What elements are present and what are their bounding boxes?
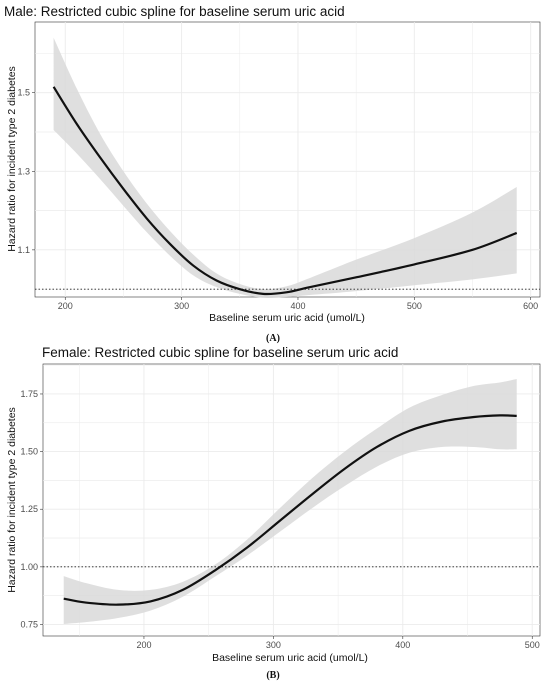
confidence-band (63, 378, 517, 625)
x-tick-label: 500 (407, 301, 422, 311)
y-axis-label: Hazard ratio for incident type 2 diabete… (6, 66, 18, 252)
y-tick-label: 1.50 (20, 447, 38, 457)
panel-label: (A) (266, 333, 280, 344)
chart-title: Female: Restricted cubic spline for base… (42, 345, 398, 360)
chart-panel-female: Female: Restricted cubic spline for base… (6, 345, 541, 681)
axis-ticks: 200 300 400 500 0.75 1.00 1.25 1.50 1.75 (20, 389, 539, 650)
chart-panel-male: Male: Restricted cubic spline for baseli… (4, 4, 541, 344)
x-tick-label: 300 (266, 640, 281, 650)
panel-label: (B) (266, 670, 279, 681)
y-tick-label: 1.5 (17, 88, 30, 98)
y-tick-label: 0.75 (20, 619, 38, 629)
y-axis-label: Hazard ratio for incident type 2 diabete… (6, 407, 18, 593)
x-tick-label: 300 (174, 301, 189, 311)
y-tick-label: 1.3 (17, 166, 30, 176)
hazard-ratio-curve (63, 414, 517, 606)
y-tick-label: 1.75 (20, 389, 38, 399)
axis-ticks: 200 300 400 500 600 1.1 1.3 1.5 (17, 88, 538, 311)
hazard-ratio-curve (52, 86, 518, 296)
confidence-band (53, 37, 517, 298)
x-axis-label: Baseline serum uric acid (umol/L) (212, 652, 368, 664)
y-tick-label: 1.1 (17, 245, 30, 255)
x-tick-label: 200 (58, 301, 73, 311)
y-tick-label: 1.25 (20, 504, 38, 514)
x-tick-label: 400 (395, 640, 410, 650)
x-tick-label: 500 (525, 640, 540, 650)
x-axis-label: Baseline serum uric acid (umol/L) (209, 312, 365, 324)
x-tick-label: 400 (290, 301, 305, 311)
x-tick-label: 600 (523, 301, 538, 311)
y-tick-label: 1.00 (20, 562, 38, 572)
x-tick-label: 200 (136, 640, 151, 650)
chart-title: Male: Restricted cubic spline for baseli… (4, 4, 345, 19)
